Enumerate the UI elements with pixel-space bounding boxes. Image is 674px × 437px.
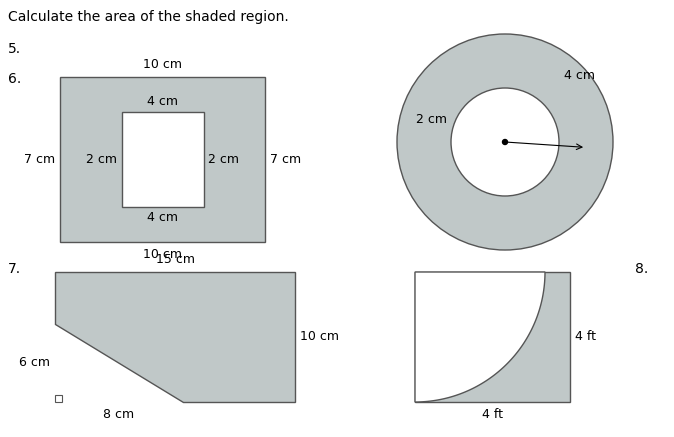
- Text: 10 cm: 10 cm: [143, 248, 182, 261]
- Text: 6.: 6.: [8, 72, 22, 86]
- Text: 7 cm: 7 cm: [24, 153, 55, 166]
- Text: 4 cm: 4 cm: [147, 95, 178, 108]
- Bar: [121, 112, 204, 207]
- Text: 10 cm: 10 cm: [300, 330, 339, 343]
- Circle shape: [397, 34, 613, 250]
- Text: 5.: 5.: [8, 42, 21, 56]
- Text: 2 cm: 2 cm: [86, 153, 117, 166]
- Polygon shape: [55, 272, 295, 402]
- Text: 15 cm: 15 cm: [156, 253, 195, 266]
- Polygon shape: [415, 272, 545, 402]
- Text: 4 ft: 4 ft: [575, 330, 596, 343]
- Text: 4 cm: 4 cm: [147, 211, 178, 224]
- Text: 4 ft: 4 ft: [482, 408, 503, 421]
- Text: 6 cm: 6 cm: [19, 357, 50, 370]
- Text: Calculate the area of the shaded region.: Calculate the area of the shaded region.: [8, 10, 288, 24]
- Bar: [55, 395, 62, 402]
- Text: 4 cm: 4 cm: [564, 69, 595, 82]
- Text: 2 cm: 2 cm: [208, 153, 239, 166]
- Text: 10 cm: 10 cm: [143, 58, 182, 71]
- Bar: [415, 272, 570, 402]
- Bar: [60, 77, 265, 242]
- Text: 8 cm: 8 cm: [103, 408, 135, 421]
- Circle shape: [503, 139, 508, 145]
- Circle shape: [451, 88, 559, 196]
- Text: 7.: 7.: [8, 262, 21, 276]
- Text: 2 cm: 2 cm: [416, 113, 447, 126]
- Text: 8.: 8.: [635, 262, 648, 276]
- Text: 7 cm: 7 cm: [270, 153, 301, 166]
